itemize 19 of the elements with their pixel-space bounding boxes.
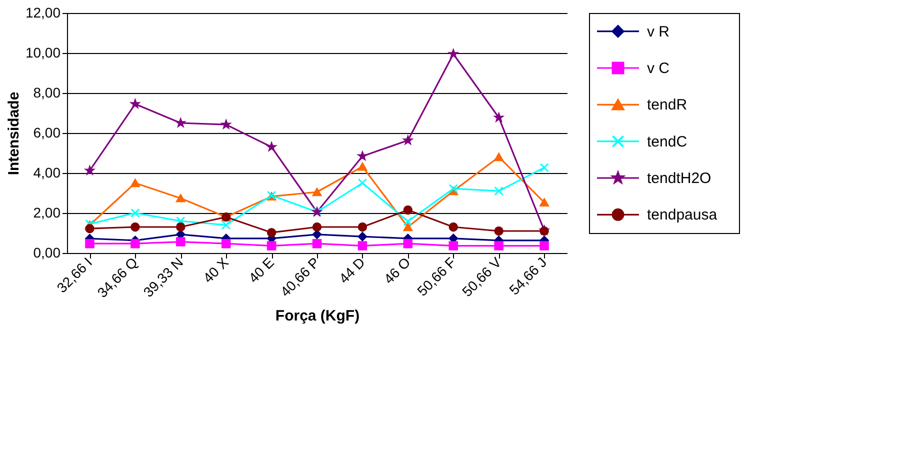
y-tick-label: 0,00 bbox=[33, 244, 61, 260]
x-tick-label: 40 E bbox=[245, 254, 277, 286]
x-tick-label: 40 X bbox=[200, 254, 232, 286]
y-tick-label: 6,00 bbox=[33, 124, 61, 140]
x-tick-label: 46 O bbox=[380, 254, 414, 287]
legend-label: tendR bbox=[647, 96, 688, 114]
legend-label: v C bbox=[647, 60, 670, 77]
legend-label: tendC bbox=[647, 133, 688, 150]
x-axis-title: Força (KgF) bbox=[275, 308, 360, 325]
y-tick-label: 10,00 bbox=[25, 44, 61, 60]
legend-label: tendpausa bbox=[647, 206, 718, 224]
legend-label: v R bbox=[647, 23, 670, 40]
x-tick-label: 44 D bbox=[336, 254, 368, 286]
legend-label: tendtH2O bbox=[647, 170, 712, 187]
y-tick-label: 8,00 bbox=[33, 84, 61, 100]
y-tick-label: 4,00 bbox=[33, 164, 61, 180]
y-tick-label: 12,00 bbox=[25, 4, 61, 20]
y-tick-label: 2,00 bbox=[33, 204, 61, 220]
y-axis-title: Intensidade bbox=[5, 92, 22, 176]
